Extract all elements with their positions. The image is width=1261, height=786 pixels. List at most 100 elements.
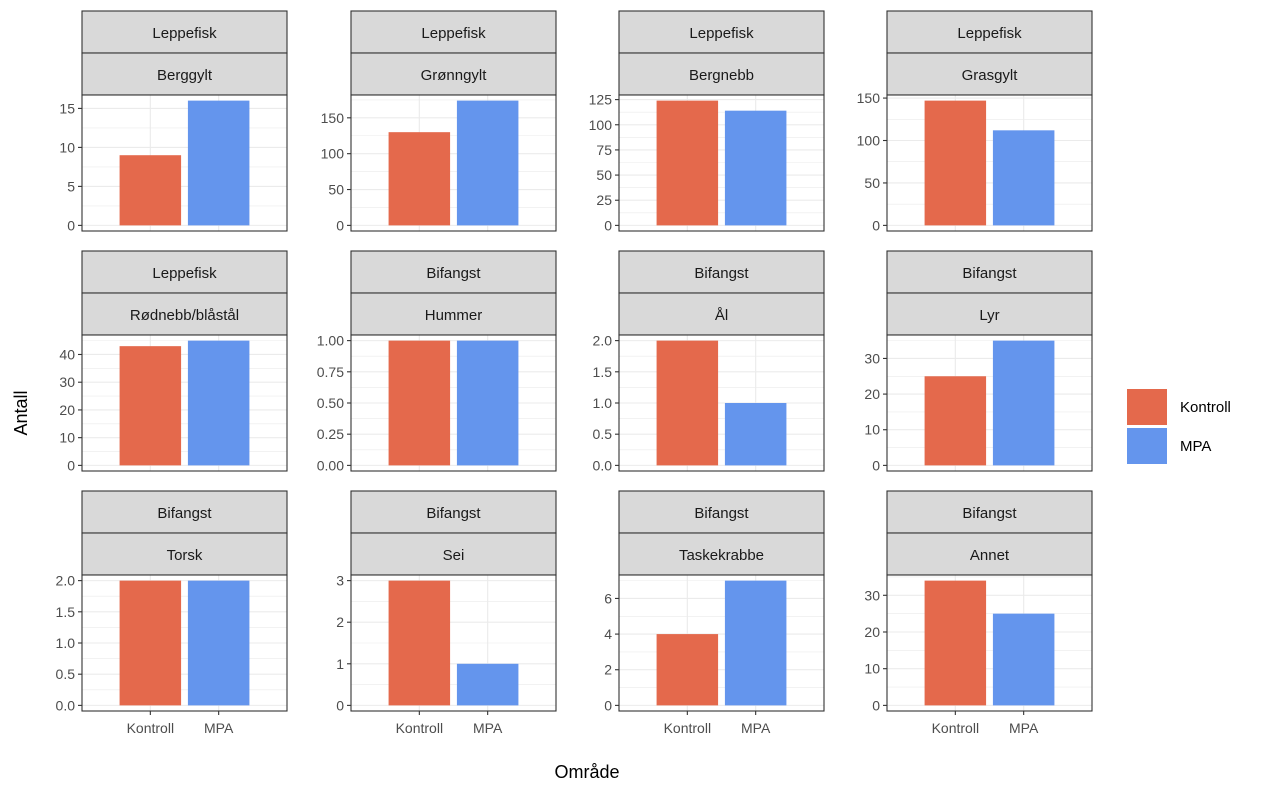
strip-group-bg xyxy=(81,10,288,54)
strip-species-label: Berggylt xyxy=(157,67,213,84)
y-tick-label: 4 xyxy=(604,626,612,642)
y-tick-label: 40 xyxy=(59,346,75,362)
x-tick-label-mpa: MPA xyxy=(1009,720,1039,736)
strip-species-label: Bergnebb xyxy=(689,67,754,84)
strip-group-bg xyxy=(618,10,825,54)
y-tick-label: 0 xyxy=(67,217,75,233)
strip-group-label: Leppefisk xyxy=(152,25,217,42)
bar-grasgylt-kontroll xyxy=(924,100,987,226)
y-tick-label: 20 xyxy=(864,386,880,402)
bar-annet-mpa xyxy=(992,613,1055,706)
y-tick-label: 1 xyxy=(336,656,344,672)
y-tick-label: 1.0 xyxy=(593,395,613,411)
facet-taskekrabbe: Bifangst Taskekrabbe 0 2 4 6 Kontroll MPA xyxy=(604,490,825,736)
bar-rodnebb-blastal-kontroll xyxy=(119,346,182,466)
y-tick-label: 50 xyxy=(596,167,612,183)
strip-species-bg xyxy=(886,52,1093,96)
bar-torsk-kontroll xyxy=(119,580,182,706)
strip-species-label: Rødnebb/blåstål xyxy=(130,307,239,324)
strip-group-bg xyxy=(886,250,1093,294)
bar-taskekrabbe-mpa xyxy=(724,580,787,706)
strip-group-bg xyxy=(886,10,1093,54)
y-tick-label: 0.5 xyxy=(593,426,613,442)
panel-border xyxy=(618,94,825,232)
y-tick-label: 1.5 xyxy=(593,364,613,380)
panel-background xyxy=(887,335,1092,471)
strip-group-label: Bifangst xyxy=(426,265,481,282)
bar-berggylt-mpa xyxy=(187,100,250,226)
y-tick-label: 20 xyxy=(59,402,75,418)
strip-group-label: Bifangst xyxy=(962,265,1017,282)
strip-group-bg xyxy=(350,490,557,534)
y-tick-label: 2.0 xyxy=(56,573,76,589)
x-tick-label-mpa: MPA xyxy=(741,720,771,736)
y-tick-label: 0.75 xyxy=(317,364,344,380)
y-tick-label: 0.50 xyxy=(317,395,344,411)
y-tick-label: 0.00 xyxy=(317,457,344,473)
strip-species-bg xyxy=(81,292,288,336)
strip-group-label: Leppefisk xyxy=(421,25,486,42)
bar-berggylt-kontroll xyxy=(119,155,182,226)
panel-background xyxy=(619,575,824,711)
strip-species-label: Taskekrabbe xyxy=(679,547,764,564)
strip-group-bg xyxy=(350,10,557,54)
y-tick-label: 2 xyxy=(336,614,344,630)
strip-species-label: Torsk xyxy=(167,547,203,564)
panel-border xyxy=(886,574,1093,712)
y-tick-label: 1.5 xyxy=(56,604,76,620)
y-tick-label: 15 xyxy=(59,100,75,116)
x-tick-label-kontroll: Kontroll xyxy=(932,720,979,736)
strip-group-bg xyxy=(618,250,825,294)
strip-species-bg xyxy=(81,52,288,96)
x-tick-label-kontroll: Kontroll xyxy=(396,720,443,736)
strip-group-bg xyxy=(350,250,557,294)
y-tick-label: 125 xyxy=(589,92,613,108)
y-tick-label: 0 xyxy=(872,697,880,713)
strip-species-label: Grønngylt xyxy=(421,67,488,84)
panel-background xyxy=(887,575,1092,711)
bar-gronngylt-kontroll xyxy=(388,132,451,226)
facet-berggylt: Leppefisk Berggylt 0 5 10 15 xyxy=(59,10,288,233)
panel-border xyxy=(618,574,825,712)
strip-species-bg xyxy=(618,292,825,336)
y-tick-label: 50 xyxy=(864,175,880,191)
strip-species-label: Sei xyxy=(443,547,465,564)
bar-grasgylt-mpa xyxy=(992,130,1055,226)
y-tick-label: 20 xyxy=(864,624,880,640)
strip-group-label: Leppefisk xyxy=(689,25,754,42)
strip-species-label: Hummer xyxy=(425,307,483,324)
y-tick-label: 100 xyxy=(857,133,881,149)
y-tick-label: 2.0 xyxy=(593,333,613,349)
bar-torsk-mpa xyxy=(187,580,250,706)
bar-lyr-mpa xyxy=(992,340,1055,466)
y-tick-label: 0 xyxy=(67,457,75,473)
bar-taskekrabbe-kontroll xyxy=(656,634,719,706)
strip-group-label: Bifangst xyxy=(426,505,481,522)
x-axis-title: Område xyxy=(554,762,619,782)
y-tick-label: 0 xyxy=(604,217,612,233)
strip-group-label: Leppefisk xyxy=(152,265,217,282)
y-tick-label: 0.0 xyxy=(593,457,613,473)
facet-lyr: Bifangst Lyr 0 10 20 30 xyxy=(864,250,1093,473)
y-tick-label: 10 xyxy=(59,139,75,155)
panel-background xyxy=(82,335,287,471)
y-tick-label: 30 xyxy=(59,374,75,390)
y-tick-label: 150 xyxy=(857,90,881,106)
x-tick-label-mpa: MPA xyxy=(473,720,503,736)
y-tick-label: 100 xyxy=(589,117,613,133)
y-tick-label: 10 xyxy=(864,661,880,677)
strip-group-label: Leppefisk xyxy=(957,25,1022,42)
legend-key-kontroll xyxy=(1127,389,1167,425)
strip-group-bg xyxy=(618,490,825,534)
strip-group-bg xyxy=(886,490,1093,534)
bar-bergnebb-kontroll xyxy=(656,100,719,226)
bar-gronngylt-mpa xyxy=(456,100,519,226)
bar-bergnebb-mpa xyxy=(724,110,787,226)
y-tick-label: 0 xyxy=(872,217,880,233)
x-tick-label-kontroll: Kontroll xyxy=(127,720,174,736)
bar-al-mpa xyxy=(724,403,787,466)
strip-group-label: Bifangst xyxy=(694,265,749,282)
bar-sei-mpa xyxy=(456,663,519,706)
panel-background xyxy=(351,95,556,231)
